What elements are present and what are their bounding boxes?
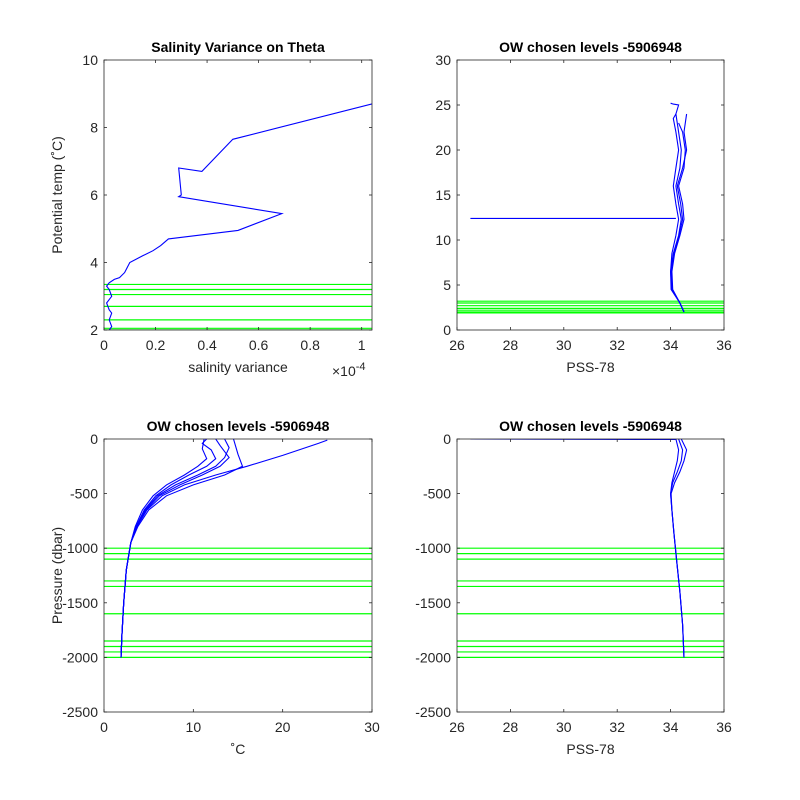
- y-axis-label: Pressure (dbar): [49, 527, 65, 624]
- x-tick-label: 28: [503, 719, 519, 735]
- x-tick-label: 0.4: [197, 337, 217, 353]
- x-tick-label: 0.2: [146, 337, 166, 353]
- y-tick-label: 10: [82, 52, 98, 68]
- x-axis-label: PSS-78: [566, 359, 614, 375]
- x-tick-label: 34: [663, 337, 679, 353]
- chart-title: Salinity Variance on Theta: [151, 39, 325, 55]
- series-line: [670, 113, 685, 313]
- x-tick-label: 30: [364, 719, 380, 735]
- y-tick-label: 6: [90, 187, 98, 203]
- chart-title: OW chosen levels -5906948: [499, 418, 682, 434]
- x-tick-label: 32: [609, 719, 625, 735]
- y-tick-label: 30: [435, 52, 451, 68]
- y-tick-label: -1500: [415, 595, 451, 611]
- plot-area: [457, 439, 724, 712]
- y-tick-label: 5: [443, 277, 451, 293]
- x-axis-label: salinity variance: [188, 359, 288, 375]
- y-tick-label: -2500: [415, 704, 451, 720]
- x-tick-label: 32: [609, 337, 625, 353]
- x-axis-label: ˚C: [231, 741, 246, 757]
- plot-area: [457, 60, 724, 330]
- y-tick-label: 25: [435, 97, 451, 113]
- y-tick-label: -1000: [415, 540, 451, 556]
- y-tick-label: 4: [90, 255, 98, 271]
- y-tick-label: -500: [70, 486, 98, 502]
- panel-2: 26 28 30 32 34 36 0 5 10 15 20 25 30 OW chosen levels…: [435, 39, 732, 375]
- x-tick-label: 0: [100, 719, 108, 735]
- y-tick-label: -500: [423, 486, 451, 502]
- x-tick-label: 36: [716, 719, 732, 735]
- y-tick-label: 2: [90, 322, 98, 338]
- x-tick-label: 0.8: [300, 337, 320, 353]
- x-tick-label: 26: [449, 337, 465, 353]
- axes-frame: [103, 438, 373, 713]
- y-tick-label: -1500: [62, 595, 98, 611]
- x-exponent-power: -4: [356, 361, 366, 373]
- series-line: [670, 439, 685, 658]
- x-tick-label: 0.6: [249, 337, 269, 353]
- y-tick-label: -2500: [62, 704, 98, 720]
- y-tick-label: 0: [443, 322, 451, 338]
- y-tick-label: 0: [443, 431, 451, 447]
- x-axis-label: PSS-78: [566, 741, 614, 757]
- y-tick-label: 8: [90, 120, 98, 136]
- panel-3: 0 10 20 30 -2500 -2000 -1500 -1000 -500 0 OW chose…: [49, 418, 380, 757]
- y-tick-label: 10: [435, 232, 451, 248]
- x-tick-label: 0: [100, 337, 108, 353]
- y-axis-label: Potential temp (˚C): [49, 136, 65, 253]
- panel-1: 0 0.2 0.4 0.6 0.8 1 2 4 6 8 10 Salinity Variance on…: [49, 39, 373, 379]
- x-tick-label: 28: [503, 337, 519, 353]
- axes-frame: [456, 438, 725, 713]
- series-line: [120, 439, 230, 658]
- chart-title: OW chosen levels -5906948: [147, 418, 330, 434]
- plot-marks: [104, 439, 372, 659]
- y-tick-label: -2000: [415, 649, 451, 665]
- y-tick-label: 0: [90, 431, 98, 447]
- series-line: [105, 103, 372, 330]
- chart-title: OW chosen levels -5906948: [499, 39, 682, 55]
- x-tick-label: 10: [186, 719, 202, 735]
- plot-area: [104, 439, 372, 712]
- x-tick-label: 20: [275, 719, 291, 735]
- y-tick-label: -2000: [62, 649, 98, 665]
- x-tick-label: 36: [716, 337, 732, 353]
- x-tick-label: 30: [556, 719, 572, 735]
- plot-marks: [457, 102, 724, 314]
- x-tick-label: 26: [449, 719, 465, 735]
- series-line: [670, 113, 688, 313]
- x-exponent-label: ×10-4: [332, 361, 366, 379]
- y-tick-label: -1000: [62, 540, 98, 556]
- x-tick-label: 30: [556, 337, 572, 353]
- panel-4: 26 28 30 32 34 36 -2500 -2000 -1500 -1000 -500 0 OW …: [415, 418, 732, 757]
- plot-marks: [104, 103, 372, 330]
- y-tick-label: 15: [435, 187, 451, 203]
- x-tick-label: 1: [358, 337, 366, 353]
- x-tick-label: 34: [663, 719, 679, 735]
- y-tick-label: 20: [435, 142, 451, 158]
